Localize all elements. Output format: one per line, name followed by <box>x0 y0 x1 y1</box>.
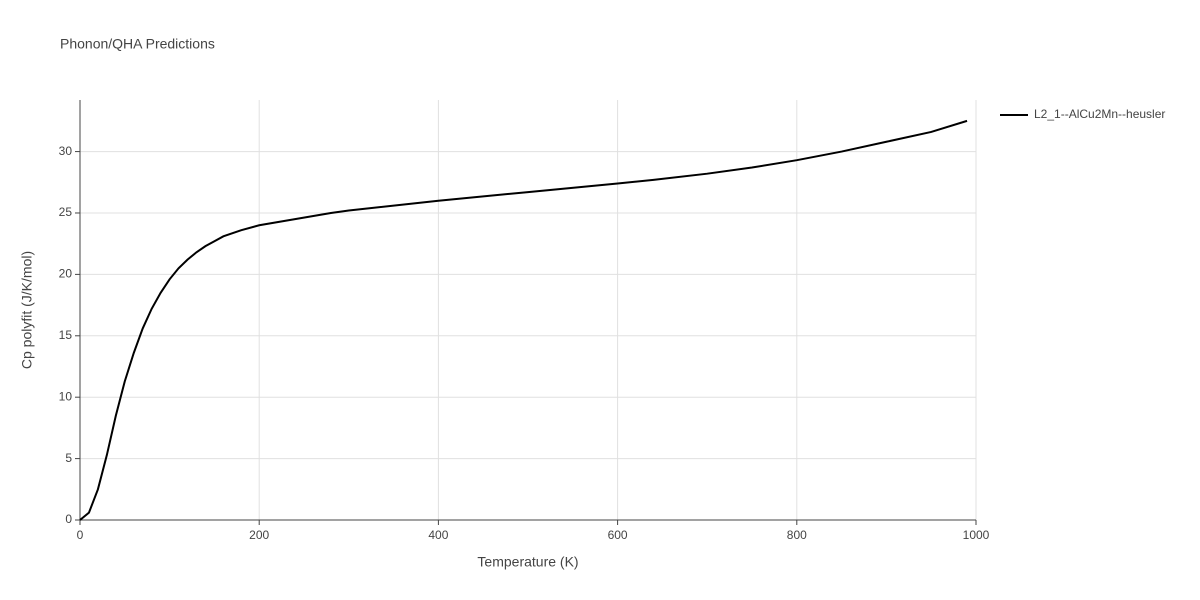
y-tick-label: 5 <box>65 451 72 465</box>
chart-title: Phonon/QHA Predictions <box>60 36 215 52</box>
x-tick-label: 800 <box>787 528 807 542</box>
x-tick-label: 0 <box>77 528 84 542</box>
y-axis-label: Cp polyfit (J/K/mol) <box>19 251 35 369</box>
x-tick-label: 400 <box>428 528 448 542</box>
y-tick-label: 10 <box>59 389 73 403</box>
x-tick-label: 600 <box>608 528 628 542</box>
x-tick-label: 1000 <box>963 528 990 542</box>
y-tick-label: 20 <box>59 267 73 281</box>
y-tick-label: 0 <box>65 512 72 526</box>
legend-label: L2_1--AlCu2Mn--heusler <box>1034 107 1165 121</box>
x-tick-label: 200 <box>249 528 269 542</box>
y-tick-label: 25 <box>59 205 73 219</box>
data-line <box>79 119 968 521</box>
x-axis-label: Temperature (K) <box>477 554 578 570</box>
y-tick-label: 15 <box>59 328 73 342</box>
y-tick-label: 30 <box>59 144 73 158</box>
